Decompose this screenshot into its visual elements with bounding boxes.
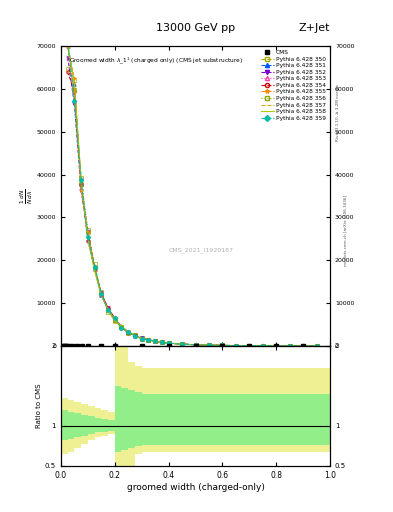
Text: Groomed width $\lambda\_1^1$ (charged only) (CMS jet substructure): Groomed width $\lambda\_1^1$ (charged on… — [69, 55, 243, 66]
Y-axis label: $\frac{1}{N}\frac{dN}{d\lambda}$: $\frac{1}{N}\frac{dN}{d\lambda}$ — [19, 188, 35, 204]
Text: mcplots.cern.ch [arXiv:1306.3436]: mcplots.cern.ch [arXiv:1306.3436] — [344, 195, 348, 266]
Y-axis label: Ratio to CMS: Ratio to CMS — [36, 383, 42, 428]
Text: 13000 GeV pp: 13000 GeV pp — [156, 23, 235, 33]
Text: Rivet 3.1.10, ≥ 3.2M events: Rivet 3.1.10, ≥ 3.2M events — [336, 84, 340, 141]
Text: Z+Jet: Z+Jet — [299, 23, 330, 33]
Text: CMS_2021_I1920187: CMS_2021_I1920187 — [169, 247, 233, 253]
Legend: CMS, Pythia 6.428 350, Pythia 6.428 351, Pythia 6.428 352, Pythia 6.428 353, Pyt: CMS, Pythia 6.428 350, Pythia 6.428 351,… — [260, 49, 327, 122]
X-axis label: groomed width (charged-only): groomed width (charged-only) — [127, 482, 264, 492]
